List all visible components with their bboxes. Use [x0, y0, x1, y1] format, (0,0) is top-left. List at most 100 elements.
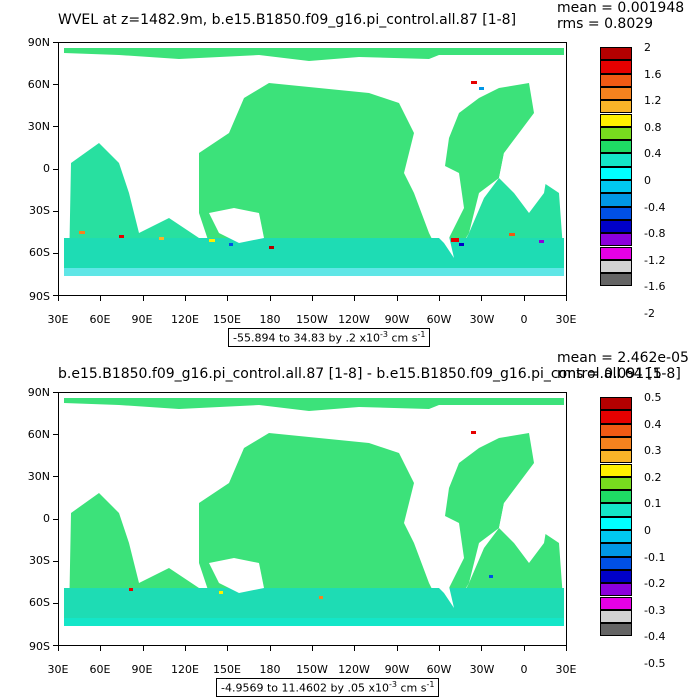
colorbar-swatch	[600, 543, 632, 557]
lat-label-90n: 90N	[27, 386, 50, 399]
indian-ocean	[69, 493, 209, 618]
colorbar-swatch	[600, 246, 632, 260]
range-unit-exponent: -1	[426, 680, 435, 689]
arctic-ocean	[64, 398, 564, 411]
lon-tick	[396, 296, 398, 301]
antarctic-margin	[64, 268, 564, 276]
map-plot-area	[58, 392, 567, 646]
lon-tick	[227, 296, 229, 301]
colorbar-swatch	[600, 596, 632, 610]
colorbar-swatch	[600, 73, 632, 87]
south-america	[434, 163, 464, 238]
colorbar-swatch	[600, 450, 632, 464]
lat-tick	[53, 434, 58, 436]
colorbar-swatch	[600, 206, 632, 220]
lon-tick	[269, 296, 271, 301]
lon-tick	[354, 296, 356, 301]
lon-tick	[396, 646, 398, 651]
lon-tick	[269, 646, 271, 651]
lon-label-180: 180	[259, 313, 281, 326]
contour-range-label: -4.9569 to 11.4602 by .05 x10-3 cm s-1	[216, 678, 440, 697]
lon-tick	[523, 646, 525, 651]
lon-tick	[566, 296, 567, 301]
lon-tick	[439, 646, 440, 651]
colorbar-label: -2	[644, 307, 655, 320]
south-america-west	[409, 168, 454, 258]
lat-tick	[53, 210, 58, 212]
colorbar-label: 0.8	[644, 120, 662, 134]
lon-label-120w: 120W	[338, 663, 370, 676]
lon-label-90w: 90W	[384, 313, 410, 326]
indian-ocean	[69, 143, 209, 268]
lat-label-30s: 30S	[29, 204, 50, 217]
colorbar-swatch	[600, 233, 632, 247]
lon-label-150e: 150E	[213, 313, 241, 326]
lon-label-90e: 90E	[131, 313, 153, 326]
lat-tick	[53, 476, 58, 478]
lon-label-60w: 60W	[426, 313, 452, 326]
speckle-markers	[79, 81, 544, 249]
colorbar-swatch	[600, 397, 632, 411]
colorbar-swatch	[600, 86, 632, 101]
lon-tick	[185, 296, 186, 301]
colorbar-label: -0.5	[644, 657, 666, 670]
colorbar-label: -0.8	[644, 227, 666, 241]
lon-label-150w: 150W	[296, 663, 328, 676]
colorbar-swatch	[600, 153, 632, 167]
range-text: -55.894 to 34.83 by .2 x10	[233, 331, 380, 345]
range-text: -4.9569 to 11.4602 by .05 x10	[221, 681, 389, 695]
lat-label-60n: 60N	[27, 428, 50, 441]
colorbar-label: -0.2	[644, 577, 666, 591]
lat-tick	[53, 518, 58, 520]
ocean-field-map	[59, 43, 566, 295]
lat-label-60n: 60N	[27, 78, 50, 91]
lon-label-30e: 30E	[47, 313, 69, 326]
lon-label-60w: 60W	[426, 663, 452, 676]
lon-tick	[439, 296, 440, 301]
map-title: b.e15.B1850.f09_g16.pi_control.all.87 [1…	[58, 366, 681, 382]
southern-ocean	[64, 588, 564, 618]
colorbar-swatch	[600, 100, 632, 114]
lat-label-60s: 60S	[29, 596, 50, 609]
colorbar-swatch	[600, 423, 632, 437]
lon-label-30e-end: 30E	[555, 663, 577, 676]
colorbar-label: 2	[644, 41, 651, 54]
range-unit: cm s	[387, 331, 418, 345]
colorbar-swatch	[600, 47, 632, 61]
africa	[499, 143, 549, 213]
colorbar-label: 1.6	[644, 67, 662, 81]
colorbar-swatch	[600, 530, 632, 544]
colorbar-swatch	[600, 516, 632, 530]
lat-tick	[53, 295, 58, 296]
lat-label-0: 0	[43, 512, 50, 525]
arctic-ocean	[64, 48, 564, 61]
colorbar-swatch	[600, 60, 632, 74]
rms-stat: rms = 0.09115	[557, 366, 662, 382]
colorbar-label: 0.3	[644, 444, 662, 458]
colorbar-label: -1.6	[644, 280, 666, 294]
ocean-field-map	[59, 393, 566, 645]
colorbar-swatch	[600, 180, 632, 194]
mean-stat: mean = 2.462e-05	[557, 350, 689, 366]
colorbar-swatch	[600, 273, 632, 287]
lat-label-30n: 30N	[27, 470, 50, 483]
colorbar-label: -0.4	[644, 200, 666, 214]
lon-tick	[142, 296, 144, 301]
lat-tick	[53, 84, 58, 86]
lon-label-90e: 90E	[131, 663, 153, 676]
lat-label-30s: 30S	[29, 554, 50, 567]
atlantic-ocean	[439, 433, 534, 608]
atlantic-ocean	[439, 83, 534, 258]
africa	[499, 493, 549, 563]
colorbar-label: 0.5	[644, 391, 662, 404]
antarctic-margin	[64, 618, 564, 626]
lon-label-60e: 60E	[89, 313, 111, 326]
colorbar-swatch	[600, 259, 632, 274]
lon-tick	[142, 646, 144, 651]
lon-label-150e: 150E	[213, 663, 241, 676]
lon-tick	[481, 646, 483, 651]
colorbar-swatch	[600, 463, 632, 477]
lon-label-60e: 60E	[89, 663, 111, 676]
lon-label-0: 0	[520, 313, 528, 326]
colorbar-label: 0.1	[644, 497, 662, 511]
